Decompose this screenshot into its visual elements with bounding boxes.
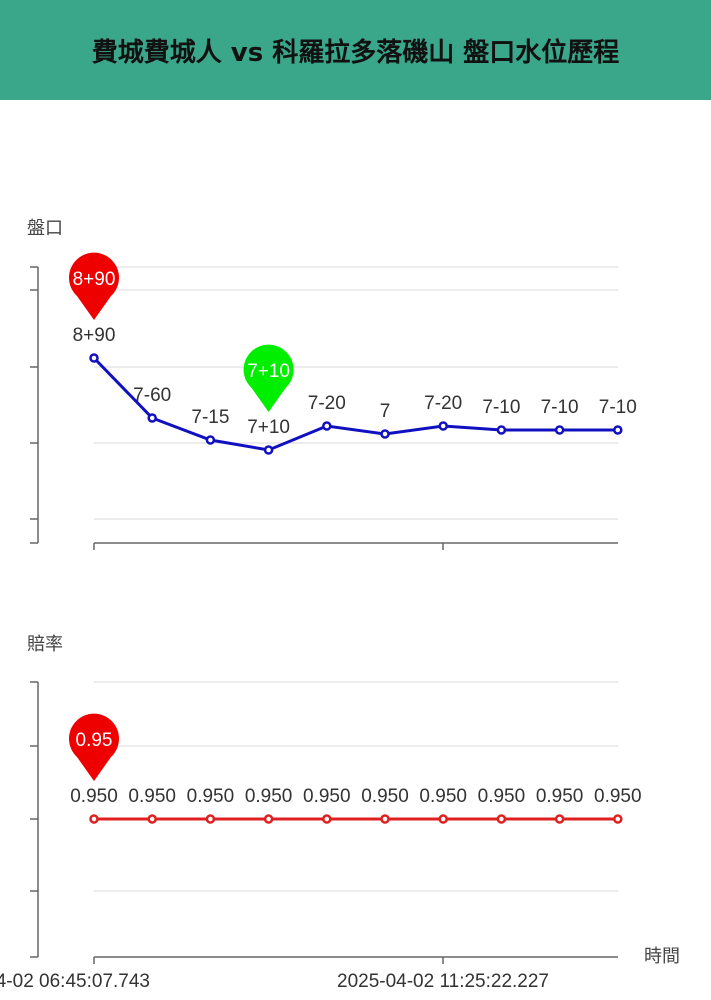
odds-max-marker: 0.95 [69,713,119,781]
handicap-series-line [92,356,618,452]
handicap-max-marker-label: 8+90 [73,269,116,290]
odds-plot: 0.950 0.950 0.950 0.950 0.950 0.950 0.950 0.950… [69,713,642,824]
header-bar: 費城費城人 vs 科羅拉多落磯山 盤口水位歷程 [0,0,711,100]
odds-data-label: 0.950 [128,786,176,807]
odds-x-axis-label: 時間 [644,946,680,967]
handicap-data-point [496,425,507,435]
odds-data-point [147,814,157,824]
odds-data-label: 0.950 [419,786,467,807]
handicap-x-axis [93,542,618,550]
odds-data-label: 0.950 [361,786,409,807]
handicap-data-label: 7-10 [599,397,637,418]
odds-y-axis [30,681,39,958]
handicap-data-label: 7-10 [541,397,579,418]
handicap-data-label: 7-20 [308,393,346,414]
odds-data-point [380,814,390,824]
handicap-data-label: 7+10 [247,417,290,438]
odds-data-point [438,814,448,824]
odds-chart: 賠率 時間 2025-04-02 06:45:07.743 2025-04-02… [0,634,680,992]
handicap-y-axis-label: 盤口 [27,218,63,239]
handicap-data-point [322,421,332,431]
odds-data-point [554,814,565,824]
handicap-data-point [380,429,390,439]
handicap-plot: 8+90 7-60 7-15 7+10 7-20 7 7-20 7-10 7-10 7-10 8+9… [69,252,637,455]
handicap-data-label: 7 [380,401,391,422]
handicap-y-axis [30,266,39,544]
odds-data-label: 0.950 [594,786,642,807]
handicap-data-label: 8+90 [73,325,116,346]
handicap-data-point [89,353,99,363]
odds-max-marker-label: 0.95 [76,730,113,751]
handicap-data-point [147,413,157,423]
handicap-data-point [205,435,216,445]
odds-data-point [322,814,332,824]
handicap-data-point [438,421,448,431]
handicap-data-point [613,425,623,435]
odds-data-point [613,814,623,824]
page-title: 費城費城人 vs 科羅拉多落磯山 盤口水位歷程 [91,37,620,68]
odds-y-axis-label: 賠率 [27,634,63,655]
handicap-data-label: 7-10 [482,397,520,418]
odds-x-axis [93,956,618,964]
odds-data-label: 0.950 [70,786,118,807]
handicap-chart: 盤口 8+90 7-60 7-15 7+10 7-20 7 7-20 7-10 7-10 7-10… [27,218,637,550]
x-tick-label: 2025-04-02 11:25:22.227 [337,971,549,992]
odds-data-point [263,814,274,824]
handicap-data-label: 7-15 [191,407,229,428]
odds-data-point [496,814,507,824]
handicap-min-marker-label: 7+10 [247,361,290,382]
odds-data-label: 0.950 [245,786,293,807]
odds-data-label: 0.950 [478,786,526,807]
x-tick-label: 2025-04-02 06:45:07.743 [0,971,150,992]
handicap-max-marker: 8+90 [69,252,119,320]
odds-data-label: 0.950 [187,786,235,807]
odds-data-point [205,814,216,824]
charts: 盤口 8+90 7-60 7-15 7+10 7-20 7 7-20 7-10 7-10 7-10… [0,218,680,992]
odds-data-label: 0.950 [303,786,351,807]
handicap-data-point [554,425,565,435]
handicap-data-point [263,445,274,455]
handicap-data-label: 7-60 [133,385,171,406]
handicap-gridlines [94,266,618,520]
handicap-min-marker: 7+10 [243,344,294,412]
odds-data-label: 0.950 [536,786,584,807]
handicap-data-label: 7-20 [424,393,462,414]
odds-data-point [89,814,99,824]
